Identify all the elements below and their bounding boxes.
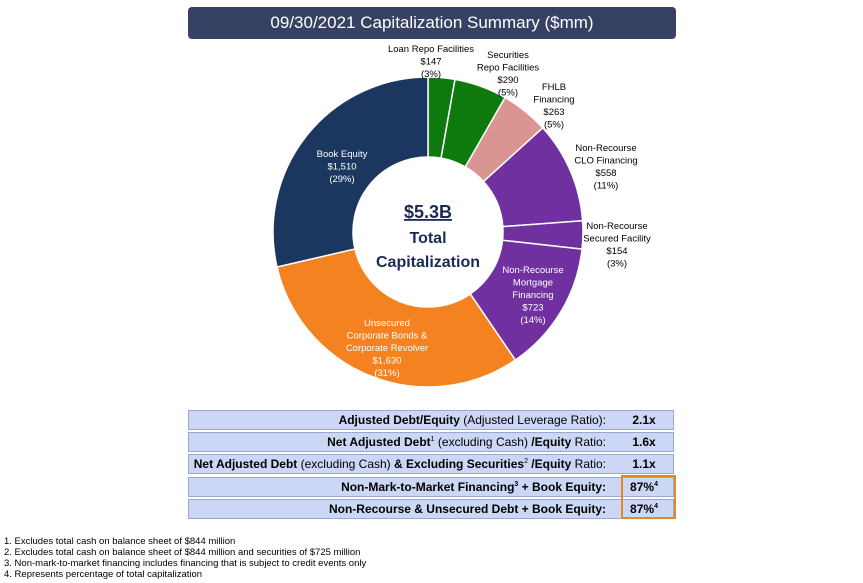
metric-row-net-adjusted-debt: Net Adjusted Debt1 (excluding Cash) /Equ… (188, 432, 674, 452)
center-total: $5.3B (404, 202, 452, 222)
slice-label-non-recourse-mortgage-financing: Non-Recourse Mortgage Financing $723 (14%) (502, 265, 563, 326)
metric-value: 87%4 (630, 480, 658, 494)
metric-value: 2.1x (632, 413, 656, 427)
slice-label-loan-repo-facilities: Loan Repo Facilities $147 (3%) (388, 44, 474, 80)
footnote: 4. Represents percentage of total capita… (4, 569, 203, 580)
metric-label: Net Adjusted Debt1 (excluding Cash) /Equ… (327, 435, 606, 449)
metric-row-non-mtm-financing: Non-Mark-to-Market Financing3 + Book Equ… (188, 477, 674, 497)
metric-row-net-adjusted-debt-ex-securities: Net Adjusted Debt (excluding Cash) & Exc… (188, 454, 674, 474)
metric-row-non-recourse-unsecured: Non-Recourse & Unsecured Debt + Book Equ… (188, 499, 674, 519)
highlight-box (621, 475, 676, 519)
center-label-line1: Total (409, 230, 446, 247)
slice-label-non-recourse-clo-financing: Non-Recourse CLO Financing $558 (11%) (574, 143, 637, 192)
metric-value: 87%4 (630, 502, 658, 516)
footnotes: 1. Excludes total cash on balance sheet … (4, 536, 366, 580)
slice-label-non-recourse-secured-facility: Non-Recourse Secured Facility $154 (3%) (583, 221, 651, 270)
metric-label: Adjusted Debt/Equity (Adjusted Leverage … (338, 413, 606, 427)
footnote: 3. Non-mark-to-market financing includes… (4, 558, 367, 569)
slice-labels: Loan Repo Facilities $147 (3%)Securities Re… (317, 44, 651, 379)
metric-row-adjusted-leverage: Adjusted Debt/Equity (Adjusted Leverage … (188, 410, 674, 430)
metric-label: Net Adjusted Debt (excluding Cash) & Exc… (193, 457, 606, 471)
slice-label-securities-repo-facilities: Securities Repo Facilities $290 (5%) (477, 50, 540, 99)
donut-slices (272, 76, 584, 388)
footnote: 1. Excludes total cash on balance sheet … (4, 536, 236, 547)
footnote: 2. Excludes total cash on balance sheet … (4, 547, 361, 558)
donut-chart: Loan Repo Facilities $147 (3%)Securities Re… (272, 44, 651, 388)
chart-title: 09/30/2021 Capitalization Summary ($mm) (188, 7, 676, 39)
slice-label-fhlb-financing: FHLB Financing $263 (5%) (533, 82, 574, 131)
slice-label-unsecured-corporate-bonds-corporate-revolver: Unsecured Corporate Bonds & Corporate Revo… (346, 318, 428, 379)
metric-label: Non-Mark-to-Market Financing3 + Book Equ… (341, 480, 606, 494)
slice-label-book-equity: Book Equity $1,510 (29%) (317, 149, 368, 185)
center-label-line2: Capitalization (376, 254, 480, 271)
metric-value: 1.1x (632, 457, 656, 471)
slice-book-equity (272, 76, 429, 268)
metric-label: Non-Recourse & Unsecured Debt + Book Equ… (328, 502, 606, 516)
slice-unsecured-corporate-bonds-corporate-revolver (276, 248, 517, 388)
metric-value: 1.6x (632, 435, 656, 449)
